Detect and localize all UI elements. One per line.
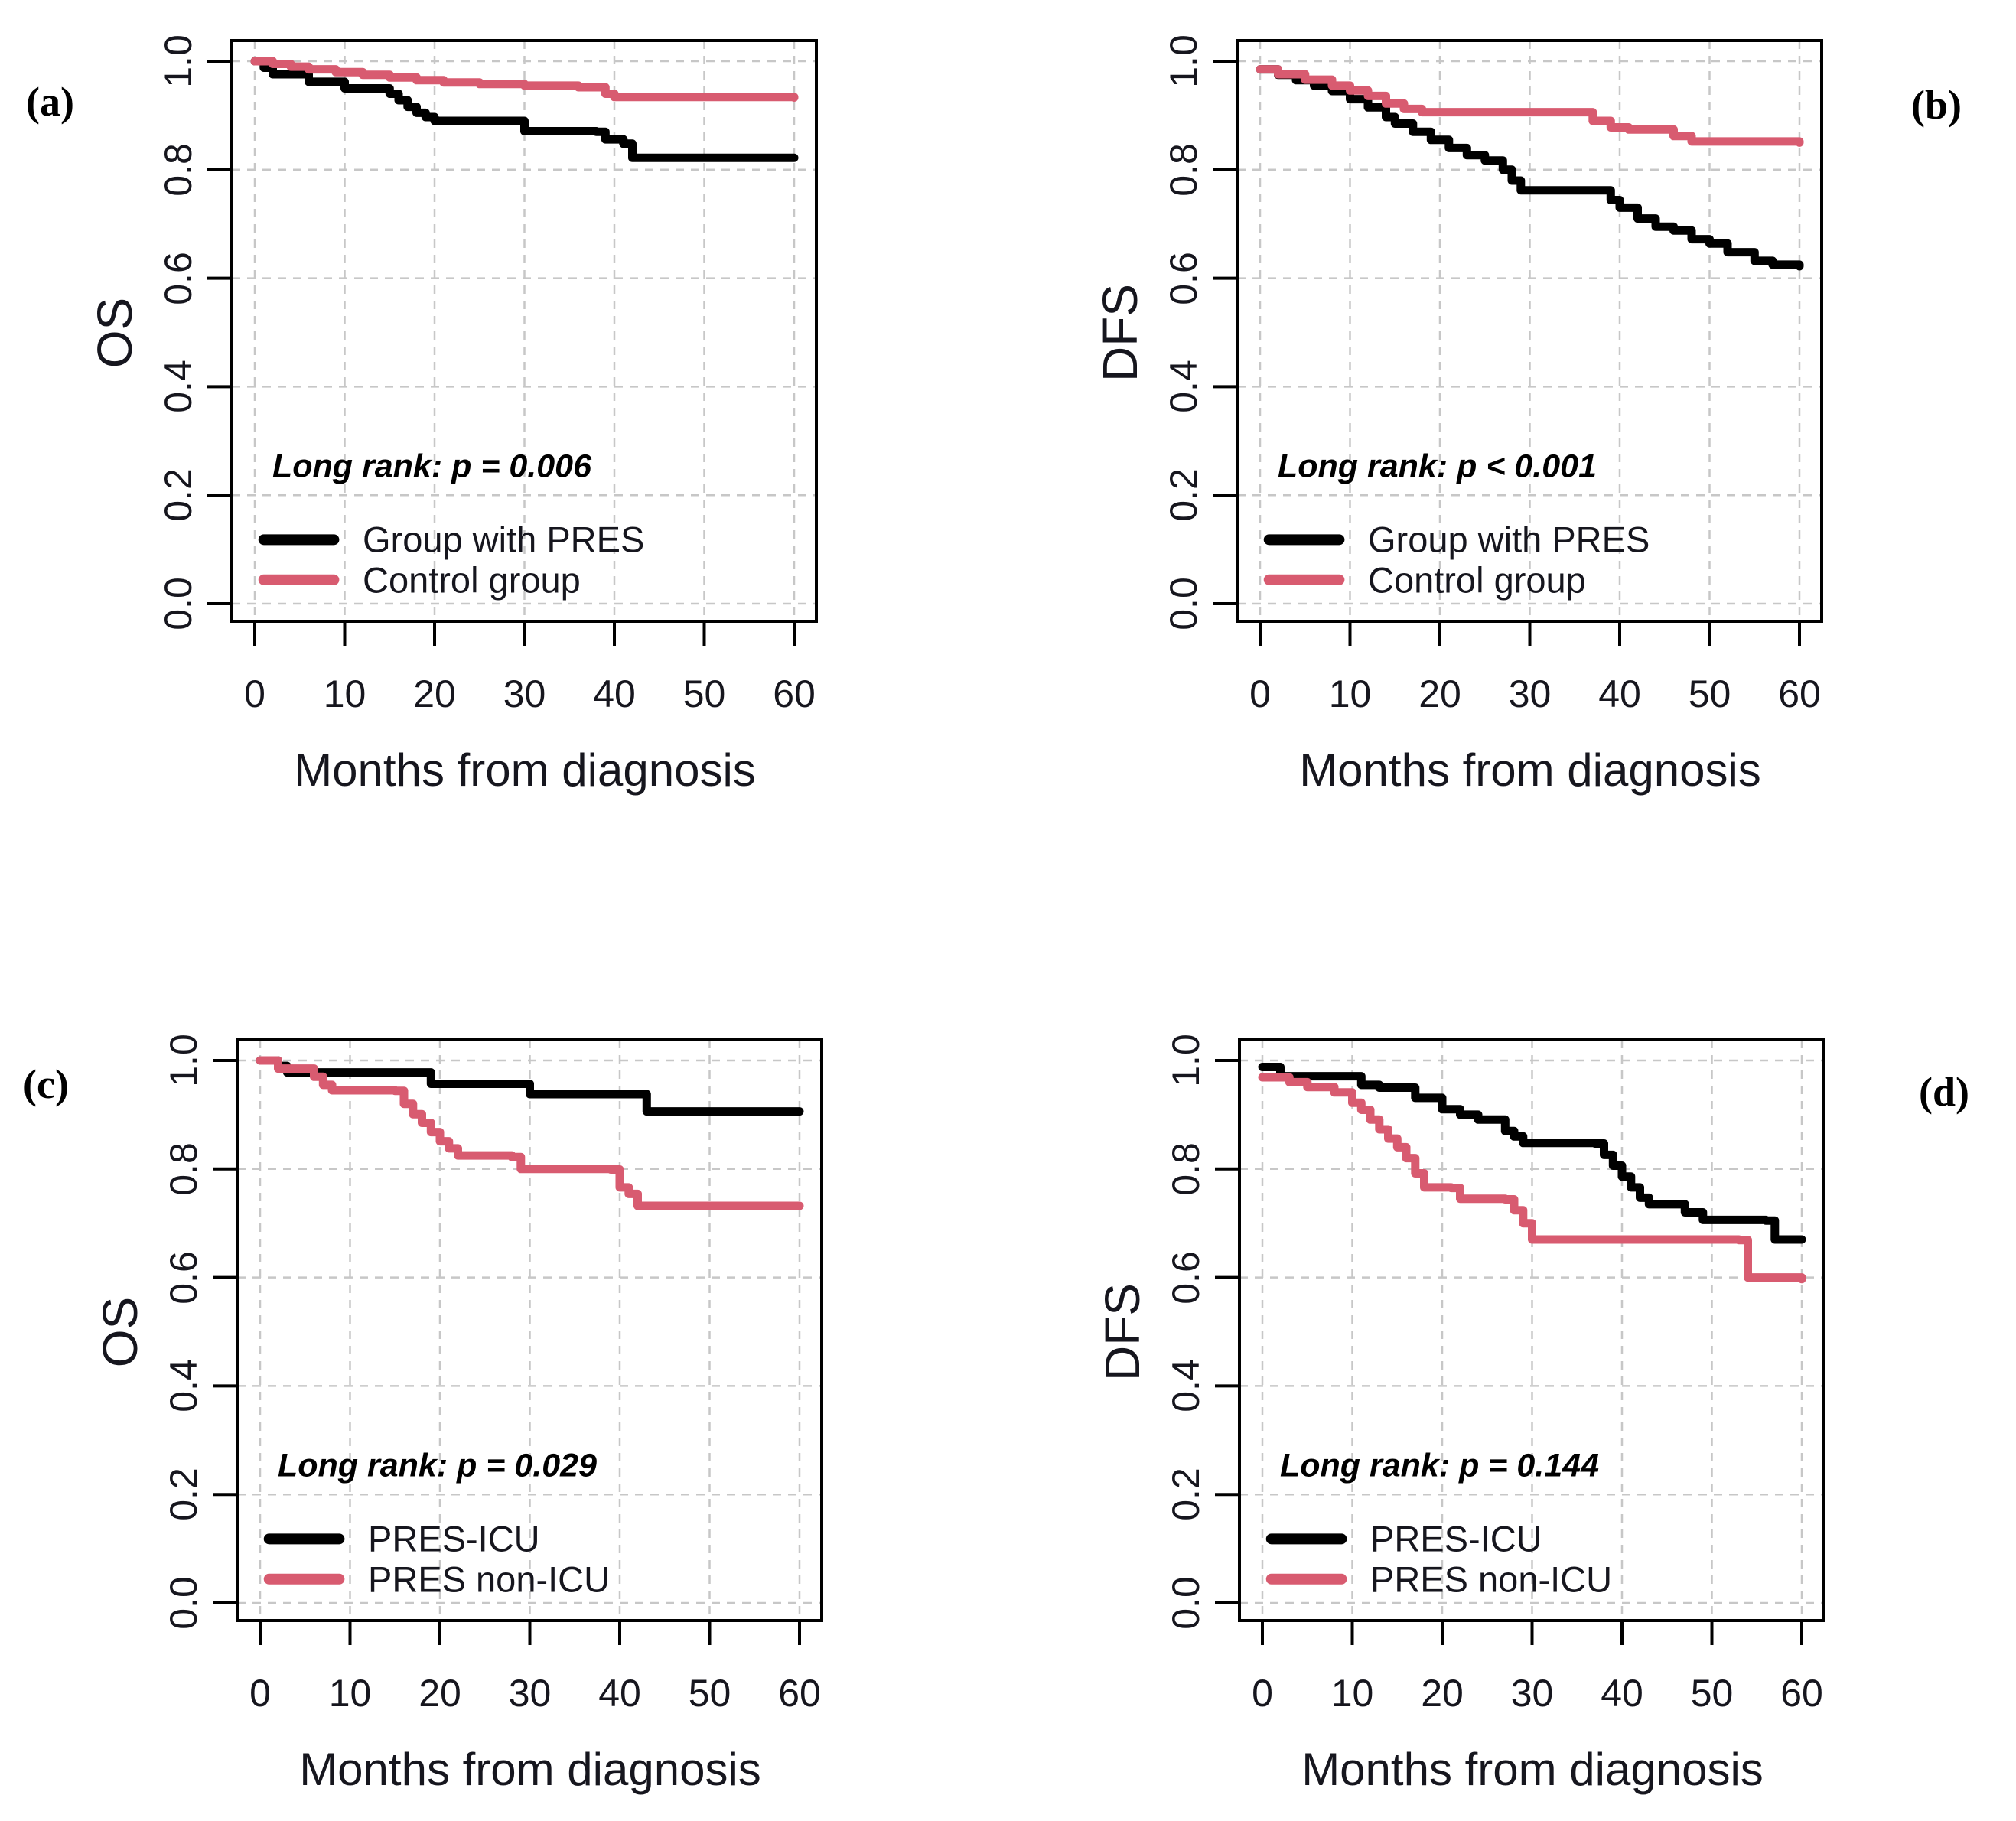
y-tick-label-b: 0.6: [1162, 251, 1205, 305]
x-tick-label-a: 60: [773, 673, 816, 715]
x-tick-label-b: 20: [1418, 673, 1461, 715]
x-tick-label-b: 10: [1328, 673, 1372, 715]
x-tick-label-b: 40: [1598, 673, 1641, 715]
x-tick-label-a: 30: [503, 673, 546, 715]
x-tick-label-b: 30: [1508, 673, 1552, 715]
y-tick-label-b: 0.4: [1162, 360, 1205, 414]
x-axis-title-b: Months from diagnosis: [1299, 744, 1761, 796]
panel-letter-d: (d): [1919, 1069, 1969, 1115]
legend-label-c-pres-icu: PRES-ICU: [368, 1518, 540, 1559]
x-tick-label-c: 30: [508, 1672, 552, 1715]
pvalue-annotation-d: Long rank: p = 0.144: [1280, 1447, 1599, 1484]
legend-label-d-pres-non-icu: PRES non-ICU: [1370, 1559, 1613, 1600]
x-tick-label-b: 50: [1688, 673, 1731, 715]
y-tick-label-b: 0.2: [1162, 468, 1205, 522]
pvalue-annotation-a: Long rank: p = 0.006: [272, 448, 591, 485]
y-tick-label-d: 0.4: [1164, 1359, 1207, 1413]
legend-label-c-pres-non-icu: PRES non-ICU: [368, 1559, 611, 1600]
x-tick-label-c: 20: [419, 1672, 461, 1715]
y-tick-label-a: 0.2: [157, 468, 200, 522]
x-tick-label-d: 20: [1421, 1672, 1464, 1715]
y-tick-label-c: 0.6: [162, 1250, 205, 1305]
legend-label-d-pres-icu: PRES-ICU: [1370, 1518, 1542, 1559]
y-axis-title-b: DFS: [1093, 284, 1148, 382]
x-tick-label-b: 0: [1249, 673, 1271, 715]
y-tick-label-d: 0.6: [1164, 1250, 1207, 1305]
y-tick-label-a: 1.0: [157, 34, 200, 88]
pvalue-annotation-c: Long rank: p = 0.029: [278, 1447, 597, 1484]
x-tick-label-d: 40: [1601, 1672, 1643, 1715]
y-tick-label-c: 1.0: [162, 1034, 205, 1087]
x-tick-label-a: 50: [682, 673, 726, 715]
panel-letter-b: (b): [1911, 82, 1962, 128]
x-tick-label-c: 40: [598, 1672, 641, 1715]
x-tick-label-c: 10: [328, 1672, 372, 1715]
y-tick-label-c: 0.4: [162, 1359, 205, 1413]
y-tick-label-c: 0.8: [162, 1142, 205, 1196]
y-tick-label-a: 0.8: [157, 143, 200, 197]
y-tick-label-a: 0.4: [157, 360, 200, 414]
y-tick-label-a: 0.6: [157, 251, 200, 305]
y-tick-label-d: 1.0: [1164, 1034, 1207, 1087]
x-tick-label-d: 50: [1690, 1672, 1734, 1715]
pvalue-annotation-b: Long rank: p < 0.001: [1278, 448, 1597, 485]
y-axis-title-d: DFS: [1095, 1283, 1150, 1381]
y-tick-label-a: 0.0: [157, 577, 200, 630]
legend-label-b-control-group: Control group: [1368, 559, 1586, 601]
x-tick-label-a: 20: [413, 673, 456, 715]
y-tick-label-d: 0.8: [1164, 1142, 1207, 1196]
x-tick-label-c: 60: [778, 1672, 821, 1715]
y-tick-label-c: 0.2: [162, 1468, 205, 1521]
x-tick-label-c: 50: [688, 1672, 731, 1715]
y-tick-label-d: 0.0: [1164, 1576, 1207, 1630]
x-tick-label-b: 60: [1778, 673, 1821, 715]
x-tick-label-c: 0: [249, 1672, 271, 1715]
x-tick-label-a: 0: [244, 673, 265, 715]
y-tick-label-c: 0.0: [162, 1576, 205, 1630]
x-tick-label-d: 0: [1252, 1672, 1273, 1715]
y-tick-label-b: 1.0: [1162, 34, 1205, 88]
legend-label-b-group-with-pres: Group with PRES: [1368, 519, 1650, 560]
panel-letter-c: (c): [23, 1061, 69, 1107]
x-axis-title-a: Months from diagnosis: [294, 744, 756, 796]
legend-label-a-group-with-pres: Group with PRES: [363, 519, 645, 560]
x-axis-title-c: Months from diagnosis: [299, 1744, 761, 1795]
panel-letter-a: (a): [26, 79, 74, 125]
y-axis-title-a: OS: [87, 297, 142, 369]
x-tick-label-d: 10: [1330, 1672, 1374, 1715]
x-tick-label-a: 40: [593, 673, 636, 715]
y-tick-label-b: 0.8: [1162, 143, 1205, 197]
x-tick-label-d: 60: [1780, 1672, 1823, 1715]
y-axis-title-c: OS: [93, 1296, 148, 1368]
x-tick-label-a: 10: [323, 673, 366, 715]
legend-label-a-control-group: Control group: [363, 559, 581, 601]
x-tick-label-d: 30: [1510, 1672, 1554, 1715]
y-tick-label-b: 0.0: [1162, 577, 1205, 630]
x-axis-title-d: Months from diagnosis: [1301, 1744, 1764, 1795]
y-tick-label-d: 0.2: [1164, 1468, 1207, 1521]
